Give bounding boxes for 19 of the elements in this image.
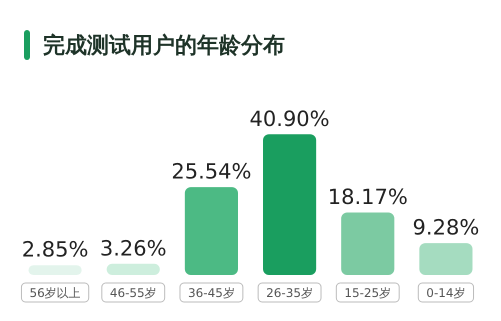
x-tick-label: 26-35岁 <box>266 286 314 300</box>
data-label: 18.17% <box>328 184 408 209</box>
x-tick-label: 46-55岁 <box>110 286 157 300</box>
data-label: 9.28% <box>412 216 480 240</box>
x-tick-label: 0-14岁 <box>426 286 466 300</box>
bar <box>28 265 82 275</box>
data-label: 40.90% <box>250 106 330 131</box>
data-label: 3.26% <box>100 236 167 260</box>
data-label: 2.85% <box>22 238 88 262</box>
bar <box>184 187 238 275</box>
x-tick-label: 56岁以上 <box>29 286 81 300</box>
data-label: 25.54% <box>171 160 252 184</box>
bar <box>419 243 472 275</box>
bar <box>341 212 394 275</box>
x-tick-label: 15-25岁 <box>344 286 392 300</box>
x-tick-label: 36-45岁 <box>188 286 235 300</box>
bar <box>263 134 316 275</box>
chart-title: 完成测试用户的年龄分布 <box>43 32 285 58</box>
bar <box>106 264 160 275</box>
